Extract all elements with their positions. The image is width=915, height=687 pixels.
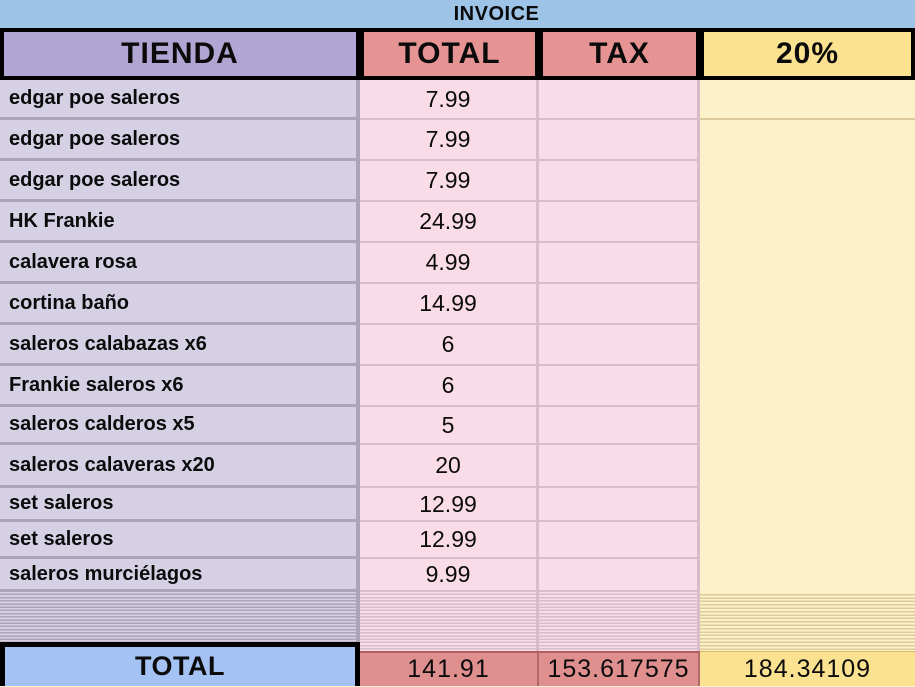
tax-cell[interactable] — [539, 202, 700, 243]
tax-cell[interactable] — [539, 366, 700, 407]
item-name-cell[interactable]: Frankie saleros x6 — [0, 366, 360, 407]
header-tax[interactable]: TAX — [539, 28, 700, 80]
tax-column — [539, 80, 700, 592]
total-value-cell[interactable]: 6 — [360, 366, 539, 407]
total-value-cell[interactable]: 14.99 — [360, 284, 539, 325]
footer-total-value[interactable]: 141.91 — [360, 651, 539, 686]
tax-cell[interactable] — [539, 243, 700, 284]
total-value-cell[interactable]: 6 — [360, 325, 539, 366]
header-tienda[interactable]: TIENDA — [0, 28, 360, 80]
header-row: TIENDA TOTAL TAX 20% — [0, 28, 915, 80]
sheet-title: INVOICE — [453, 2, 540, 25]
footer-total-label[interactable]: TOTAL — [0, 642, 360, 686]
total-value-cell[interactable]: 4.99 — [360, 243, 539, 284]
title-bar[interactable]: INVOICE — [0, 0, 915, 28]
total-value-cell[interactable]: 5 — [360, 407, 539, 445]
item-name-cell[interactable]: edgar poe saleros — [0, 120, 360, 161]
item-name-cell[interactable]: cortina baño — [0, 284, 360, 325]
header-pct[interactable]: 20% — [700, 28, 915, 80]
footer-col-total: 141.91 — [360, 592, 539, 686]
footer-col-tax: 153.617575 — [539, 592, 700, 686]
item-name-cell[interactable]: saleros murciélagos — [0, 559, 360, 592]
total-value-cell[interactable]: 12.99 — [360, 522, 539, 559]
data-area: edgar poe saleros edgar poe saleros edga… — [0, 80, 915, 592]
total-value-cell[interactable]: 9.99 — [360, 559, 539, 592]
item-name-cell[interactable]: HK Frankie — [0, 202, 360, 243]
pct-column — [700, 80, 915, 592]
item-name-cell[interactable]: set saleros — [0, 488, 360, 522]
tax-cell[interactable] — [539, 284, 700, 325]
tax-cell[interactable] — [539, 445, 700, 488]
total-value-cell[interactable]: 7.99 — [360, 120, 539, 161]
pct-cell[interactable] — [700, 80, 915, 120]
item-name-cell[interactable]: calavera rosa — [0, 243, 360, 284]
total-value-cell[interactable]: 24.99 — [360, 202, 539, 243]
tax-cell[interactable] — [539, 488, 700, 522]
footer-section: TOTAL 141.91 153.617575 184.34109 — [0, 592, 915, 686]
item-name-cell[interactable]: saleros calabazas x6 — [0, 325, 360, 366]
total-value-cell[interactable]: 7.99 — [360, 161, 539, 202]
item-name-cell[interactable]: edgar poe saleros — [0, 161, 360, 202]
tax-cell[interactable] — [539, 161, 700, 202]
tax-cell[interactable] — [539, 407, 700, 445]
tax-cell[interactable] — [539, 325, 700, 366]
footer-col-tienda: TOTAL — [0, 592, 360, 686]
hidden-rows-stripes — [360, 592, 539, 651]
tax-cell[interactable] — [539, 120, 700, 161]
tax-cell[interactable] — [539, 522, 700, 559]
item-name-cell[interactable]: edgar poe saleros — [0, 80, 360, 120]
hidden-rows-stripes — [539, 592, 700, 651]
tax-cell[interactable] — [539, 559, 700, 592]
item-name-cell[interactable]: saleros calaveras x20 — [0, 445, 360, 488]
hidden-rows-stripes — [0, 592, 360, 642]
header-total[interactable]: TOTAL — [360, 28, 539, 80]
item-name-cell[interactable]: set saleros — [0, 522, 360, 559]
footer-col-pct: 184.34109 — [700, 592, 915, 686]
total-value-cell[interactable]: 20 — [360, 445, 539, 488]
footer-pct-value[interactable]: 184.34109 — [700, 651, 915, 686]
total-value-cell[interactable]: 7.99 — [360, 80, 539, 120]
total-column: 7.99 7.99 7.99 24.99 4.99 14.99 6 6 5 20… — [360, 80, 539, 592]
footer-tax-value[interactable]: 153.617575 — [539, 651, 700, 686]
item-name-cell[interactable]: saleros calderos x5 — [0, 407, 360, 445]
tienda-column: edgar poe saleros edgar poe saleros edga… — [0, 80, 360, 592]
total-value-cell[interactable]: 12.99 — [360, 488, 539, 522]
tax-cell[interactable] — [539, 80, 700, 120]
hidden-rows-stripes — [700, 592, 915, 651]
pct-merged-cell[interactable] — [700, 120, 915, 592]
